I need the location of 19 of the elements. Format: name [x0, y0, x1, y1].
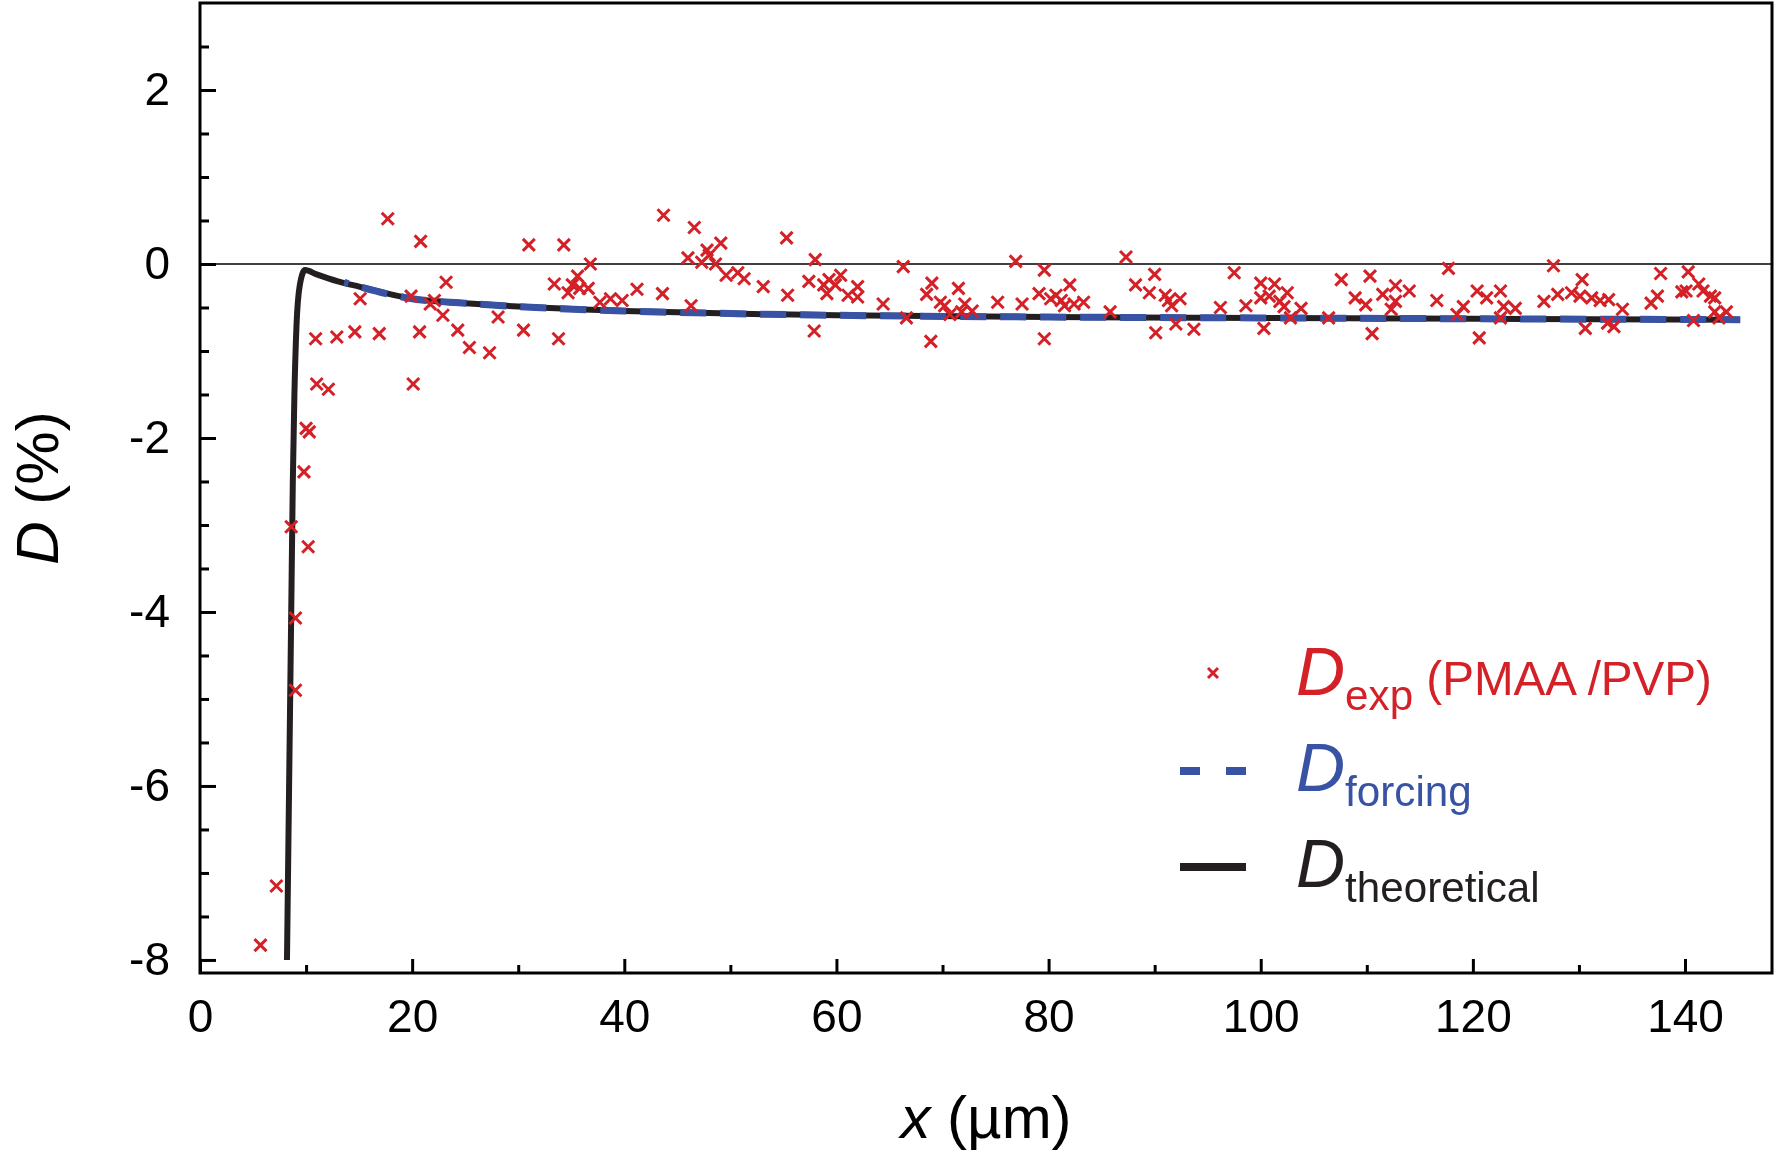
- y-tick-label: 0: [144, 237, 170, 290]
- legend-label: D$_{forcing}$: [1296, 729, 1472, 815]
- y-tick-label: -4: [129, 585, 170, 638]
- legend-label: D$_{theoretical}$: [1296, 825, 1540, 911]
- y-tick-label: -6: [129, 759, 170, 812]
- x-tick-label: 80: [1023, 989, 1075, 1042]
- x-tick-label: 140: [1647, 989, 1724, 1042]
- x-tick-label: 0: [187, 989, 214, 1042]
- x-tick-label: 40: [599, 989, 651, 1042]
- x-tick-label: 20: [387, 989, 439, 1042]
- x-tick-label: 60: [811, 989, 863, 1042]
- y-tick-label: -8: [129, 933, 170, 986]
- x-tick-label: 120: [1435, 989, 1512, 1042]
- legend-label: D$_{exp}$ (PMAA /PVP): [1296, 633, 1712, 719]
- x-axis-title: x (µm): [897, 1084, 1072, 1151]
- y-tick-label: 2: [144, 63, 170, 116]
- y-axis-title: D (%): [4, 411, 71, 565]
- y-tick-label: -2: [129, 411, 170, 464]
- x-tick-label: 100: [1222, 989, 1300, 1042]
